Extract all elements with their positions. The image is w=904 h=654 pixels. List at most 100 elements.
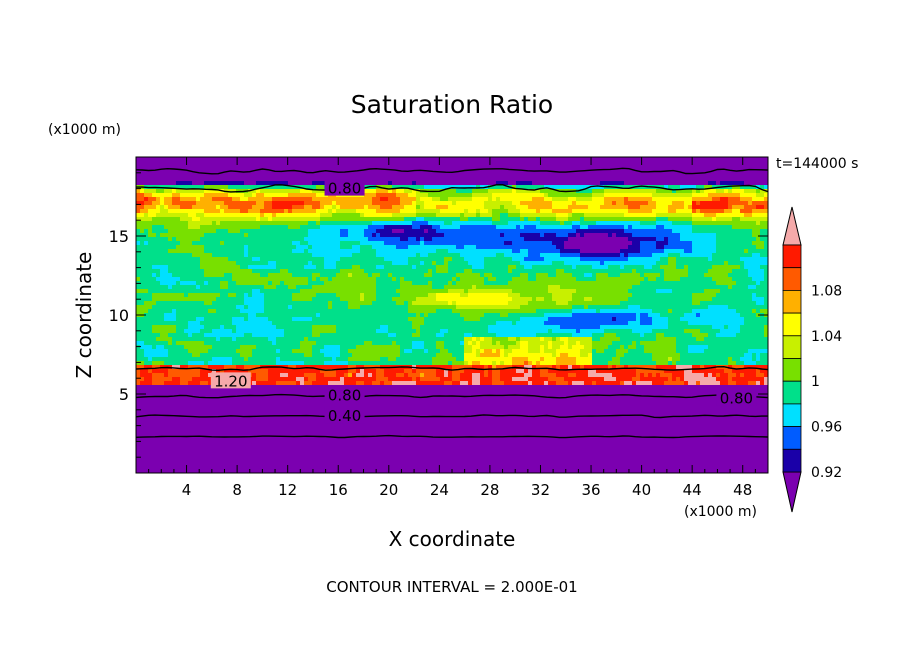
field-cell	[636, 193, 641, 198]
field-cell	[332, 265, 337, 270]
field-cell	[632, 265, 637, 270]
field-cell	[628, 197, 633, 202]
field-cell	[712, 257, 717, 262]
field-cell	[404, 157, 409, 162]
field-cell	[712, 261, 717, 266]
field-cell	[300, 161, 305, 166]
field-cell	[428, 225, 433, 230]
field-cell	[600, 241, 605, 246]
field-cell	[484, 237, 489, 242]
field-cell	[464, 277, 469, 282]
field-cell	[288, 229, 293, 234]
field-cell	[252, 273, 257, 278]
field-cell	[596, 205, 601, 210]
field-cell	[228, 277, 233, 282]
field-cell	[712, 273, 717, 278]
field-cell	[708, 249, 713, 254]
field-cell	[152, 213, 157, 218]
field-cell	[472, 181, 477, 186]
field-cell	[136, 277, 141, 282]
field-cell	[748, 173, 753, 178]
field-cell	[268, 253, 273, 258]
field-cell	[300, 229, 305, 234]
field-cell	[604, 233, 609, 238]
field-cell	[724, 265, 729, 270]
field-cell	[388, 225, 393, 230]
field-cell	[588, 217, 593, 222]
field-cell	[724, 205, 729, 210]
field-cell	[148, 201, 153, 206]
field-cell	[748, 193, 753, 198]
field-cell	[312, 225, 317, 230]
field-cell	[304, 253, 309, 258]
field-cell	[668, 213, 673, 218]
field-cell	[696, 185, 701, 190]
field-cell	[672, 173, 677, 178]
field-cell	[656, 173, 661, 178]
field-cell	[184, 241, 189, 246]
field-cell	[660, 201, 665, 206]
field-cell	[176, 261, 181, 266]
field-cell	[224, 173, 229, 178]
field-cell	[264, 237, 269, 242]
field-cell	[172, 209, 177, 214]
field-cell	[136, 269, 141, 274]
field-cell	[332, 249, 337, 254]
field-cell	[616, 229, 621, 234]
field-cell	[676, 249, 681, 254]
field-cell	[356, 257, 361, 262]
field-cell	[692, 229, 697, 234]
field-cell	[536, 181, 541, 186]
field-cell	[448, 269, 453, 274]
field-cell	[288, 257, 293, 262]
field-cell	[664, 265, 669, 270]
field-cell	[224, 213, 229, 218]
field-cell	[576, 249, 581, 254]
field-cell	[416, 173, 421, 178]
field-cell	[760, 197, 765, 202]
field-cell	[524, 217, 529, 222]
field-cell	[260, 157, 265, 162]
field-cell	[672, 161, 677, 166]
field-cell	[700, 165, 705, 170]
field-cell	[616, 253, 621, 258]
field-cell	[292, 173, 297, 178]
field-cell	[668, 273, 673, 278]
field-cell	[632, 229, 637, 234]
field-cell	[720, 173, 725, 178]
field-cell	[468, 189, 473, 194]
field-cell	[352, 213, 357, 218]
field-cell	[172, 185, 177, 190]
field-cell	[284, 217, 289, 222]
field-cell	[172, 225, 177, 230]
field-cell	[460, 189, 465, 194]
field-cell	[308, 225, 313, 230]
field-cell	[212, 169, 217, 174]
field-cell	[264, 269, 269, 274]
field-cell	[564, 161, 569, 166]
field-cell	[204, 281, 209, 286]
field-cell	[244, 241, 249, 246]
field-cell	[392, 249, 397, 254]
field-cell	[520, 197, 525, 202]
field-cell	[624, 205, 629, 210]
field-cell	[544, 273, 549, 278]
field-cell	[208, 169, 213, 174]
field-cell	[152, 233, 157, 238]
field-cell	[528, 161, 533, 166]
field-cell	[544, 253, 549, 258]
field-cell	[148, 249, 153, 254]
field-cell	[208, 249, 213, 254]
field-cell	[192, 221, 197, 226]
field-cell	[228, 281, 233, 286]
field-cell	[248, 173, 253, 178]
field-cell	[636, 213, 641, 218]
field-cell	[168, 209, 173, 214]
field-cell	[420, 185, 425, 190]
field-cell	[556, 201, 561, 206]
field-cell	[504, 157, 509, 162]
field-cell	[376, 197, 381, 202]
field-cell	[732, 257, 737, 262]
field-cell	[236, 225, 241, 230]
field-cell	[332, 233, 337, 238]
